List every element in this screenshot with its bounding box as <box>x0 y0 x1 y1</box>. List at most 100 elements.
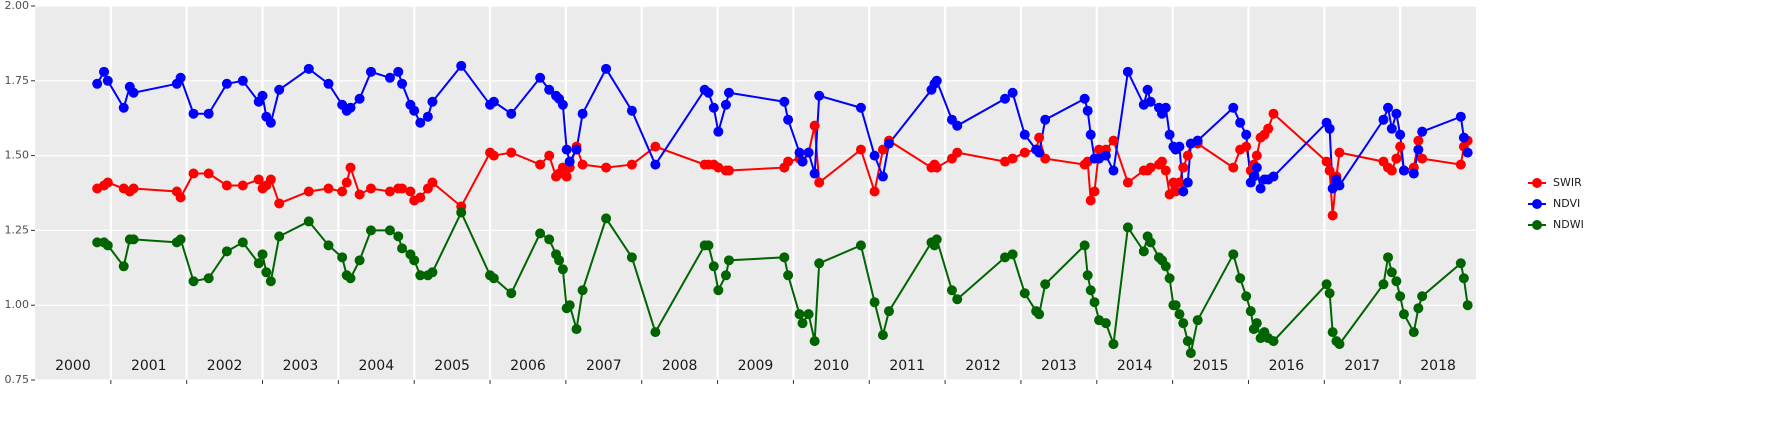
point <box>626 105 637 116</box>
year-label: 2000 <box>55 358 91 374</box>
point <box>1386 123 1397 134</box>
point <box>1085 195 1096 206</box>
point <box>809 120 820 131</box>
point <box>1383 252 1394 263</box>
point <box>557 264 568 275</box>
point <box>427 96 438 107</box>
point <box>1417 153 1428 164</box>
point <box>1458 273 1469 284</box>
point <box>175 72 186 83</box>
point <box>488 150 499 161</box>
point <box>1182 177 1193 188</box>
point <box>1089 186 1100 197</box>
year-label: 2012 <box>965 358 1001 374</box>
point <box>803 147 814 158</box>
point <box>1192 135 1203 146</box>
point <box>1170 186 1181 197</box>
point <box>1174 177 1185 188</box>
point <box>1019 129 1030 140</box>
point <box>1268 171 1279 182</box>
point <box>1034 147 1045 158</box>
point <box>1007 249 1018 260</box>
point <box>237 180 248 191</box>
year-label: 2003 <box>283 358 319 374</box>
point <box>102 75 113 86</box>
point <box>601 63 612 74</box>
point <box>883 138 894 149</box>
point <box>188 276 199 287</box>
point <box>783 114 794 125</box>
point <box>253 258 264 269</box>
point <box>118 261 129 272</box>
point <box>877 330 888 341</box>
point <box>1408 327 1419 338</box>
point <box>544 234 555 245</box>
point <box>703 240 714 251</box>
point <box>323 183 334 194</box>
point <box>1398 309 1409 320</box>
point <box>1228 162 1239 173</box>
point <box>1413 303 1424 314</box>
point <box>506 108 517 119</box>
point <box>1378 279 1389 290</box>
point <box>1462 300 1473 311</box>
point <box>1235 273 1246 284</box>
point <box>1386 165 1397 176</box>
point <box>713 162 724 173</box>
point <box>365 66 376 77</box>
point <box>1321 156 1332 167</box>
point <box>1241 291 1252 302</box>
point <box>393 66 404 77</box>
point <box>554 255 565 266</box>
point <box>341 177 352 188</box>
point <box>1395 291 1406 302</box>
y-tick-label: 1.75 <box>5 74 30 87</box>
point <box>601 213 612 224</box>
point <box>253 174 264 185</box>
point <box>1391 108 1402 119</box>
point <box>1182 336 1193 347</box>
y-tick-label: 0.75 <box>5 373 30 386</box>
point <box>384 72 395 83</box>
point <box>723 165 734 176</box>
point <box>415 192 426 203</box>
point <box>488 273 499 284</box>
year-label: 2011 <box>889 358 925 374</box>
point <box>345 273 356 284</box>
point <box>188 168 199 179</box>
point <box>1100 150 1111 161</box>
point <box>814 90 825 101</box>
legend-label: NDWI <box>1553 218 1584 231</box>
point <box>384 186 395 197</box>
point <box>1417 126 1428 137</box>
point <box>1040 114 1051 125</box>
point <box>1164 129 1175 140</box>
point <box>1122 66 1133 77</box>
point <box>261 267 272 278</box>
legend-swatch <box>1532 220 1542 230</box>
point <box>797 318 808 329</box>
point <box>365 183 376 194</box>
point <box>855 144 866 155</box>
point <box>203 168 214 179</box>
point <box>1378 114 1389 125</box>
point <box>274 231 285 242</box>
point <box>175 234 186 245</box>
point <box>1251 318 1262 329</box>
year-label: 2004 <box>358 358 394 374</box>
y-tick-label: 1.00 <box>5 298 30 311</box>
point <box>1391 153 1402 164</box>
point <box>1019 147 1030 158</box>
point <box>931 162 942 173</box>
point <box>1079 93 1090 104</box>
point <box>1174 141 1185 152</box>
point <box>708 261 719 272</box>
point <box>814 177 825 188</box>
point <box>506 288 517 299</box>
point <box>1245 306 1256 317</box>
point <box>1145 162 1156 173</box>
point <box>1228 102 1239 113</box>
point <box>713 126 724 137</box>
point <box>931 75 942 86</box>
point <box>1178 162 1189 173</box>
